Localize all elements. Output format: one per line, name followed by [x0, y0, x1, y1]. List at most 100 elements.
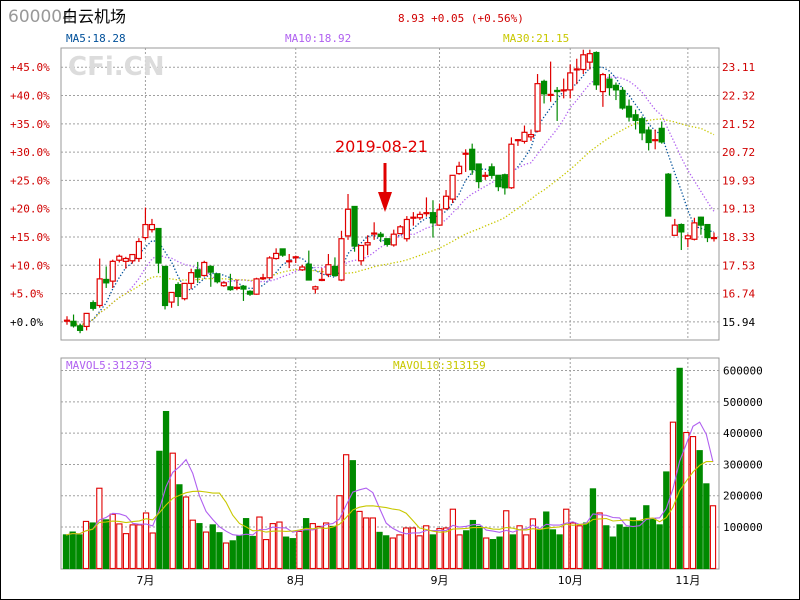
- ma10-line: [66, 76, 715, 327]
- candle: [305, 250, 312, 281]
- legend-ma30: MA30:21.15: [503, 32, 569, 45]
- volume-bar: [236, 535, 243, 570]
- candle-body: [122, 257, 129, 262]
- price-tick-label: 18.33: [722, 231, 755, 244]
- candle: [155, 227, 162, 274]
- price-tick-label: 19.93: [722, 174, 755, 187]
- volume-bar: [289, 538, 296, 570]
- candle-body: [508, 143, 515, 189]
- volume-bar: [189, 519, 196, 570]
- candle: [462, 149, 469, 172]
- candle-body: [371, 232, 378, 235]
- candle-body: [129, 253, 136, 262]
- candle: [697, 216, 705, 235]
- candle: [619, 87, 626, 110]
- candle-body: [63, 319, 71, 322]
- candle-body: [214, 273, 221, 283]
- annotation-arrow-icon: [378, 163, 392, 212]
- candle: [194, 261, 201, 283]
- candle-body: [305, 263, 312, 281]
- candle: [403, 216, 410, 242]
- mavol10-line: [65, 461, 713, 536]
- price-grid: [61, 48, 719, 340]
- candle-body: [645, 129, 652, 144]
- volume-tick-label: 200000: [723, 490, 763, 503]
- candle: [527, 129, 535, 141]
- volume-bar: [469, 519, 477, 570]
- candle: [390, 229, 397, 247]
- candle-body: [364, 242, 371, 246]
- candles: [63, 49, 718, 334]
- candle: [142, 207, 149, 240]
- price-panel: CFi.CN MA5:18.28 MA10:18.92 MA30:21.15 2…: [10, 32, 755, 341]
- volume-bar: [309, 523, 316, 570]
- volume-bar: [463, 530, 470, 570]
- candle-body: [469, 148, 476, 171]
- volume-tick-label: 100000: [723, 521, 763, 534]
- volume-bar: [129, 524, 136, 570]
- candle-body: [220, 282, 227, 287]
- candle-body: [593, 51, 600, 86]
- volume-bar: [503, 510, 510, 570]
- candle: [259, 273, 267, 281]
- volume-bar: [523, 534, 530, 570]
- volume-bar: [589, 488, 597, 570]
- candle: [279, 248, 286, 257]
- candle: [371, 222, 378, 240]
- volume-bar: [616, 524, 623, 570]
- candle: [116, 254, 123, 263]
- volume-bar: [709, 505, 717, 570]
- candle: [475, 163, 482, 189]
- candle-body: [357, 244, 365, 262]
- candle: [534, 74, 541, 133]
- candle-body: [175, 283, 182, 298]
- candle-body: [344, 208, 352, 237]
- volume-bar: [229, 540, 236, 570]
- volume-axis: 100000 200000 300000 400000 500000 600000: [723, 365, 763, 535]
- candle: [665, 173, 672, 217]
- month-tick-label: 10月: [558, 574, 583, 587]
- candle-body: [527, 133, 535, 138]
- percent-tick-label: +5.0%: [10, 288, 43, 301]
- candle: [253, 277, 260, 295]
- candle-body: [612, 84, 620, 91]
- volume-bar: [489, 539, 497, 570]
- volume-bar: [403, 527, 410, 570]
- volume-bar: [676, 367, 683, 570]
- candle: [704, 223, 711, 243]
- volume-bar: [269, 523, 276, 570]
- candle-body: [286, 260, 293, 263]
- candle: [220, 281, 227, 287]
- candle: [103, 266, 110, 288]
- candle: [397, 225, 404, 235]
- price-tick-label: 23.11: [722, 61, 755, 74]
- candle: [201, 260, 208, 277]
- candle: [501, 173, 508, 195]
- volume-bar: [576, 525, 583, 570]
- candle: [344, 194, 352, 240]
- volume-bar: [363, 517, 370, 570]
- candle: [456, 161, 463, 175]
- volume-bar: [329, 525, 336, 570]
- candle-body: [273, 252, 280, 260]
- candle-body: [181, 282, 188, 300]
- ma30-line: [66, 118, 715, 327]
- candle-body: [599, 73, 606, 93]
- candle: [449, 174, 456, 204]
- candle: [122, 256, 129, 269]
- volume-bar: [282, 536, 290, 570]
- percent-tick-label: +20.0%: [10, 203, 50, 216]
- candle-body: [554, 89, 561, 93]
- volume-bar: [142, 512, 150, 570]
- volume-bar: [136, 524, 143, 570]
- candle: [671, 218, 678, 236]
- percent-tick-label: +40.0%: [10, 90, 50, 103]
- candle: [639, 116, 646, 141]
- candle: [273, 248, 280, 260]
- candle: [318, 268, 325, 282]
- candle: [188, 268, 195, 290]
- volume-bar: [609, 536, 617, 570]
- volume-bar: [169, 452, 176, 570]
- volume-bar: [356, 510, 363, 570]
- candle-body: [188, 272, 195, 285]
